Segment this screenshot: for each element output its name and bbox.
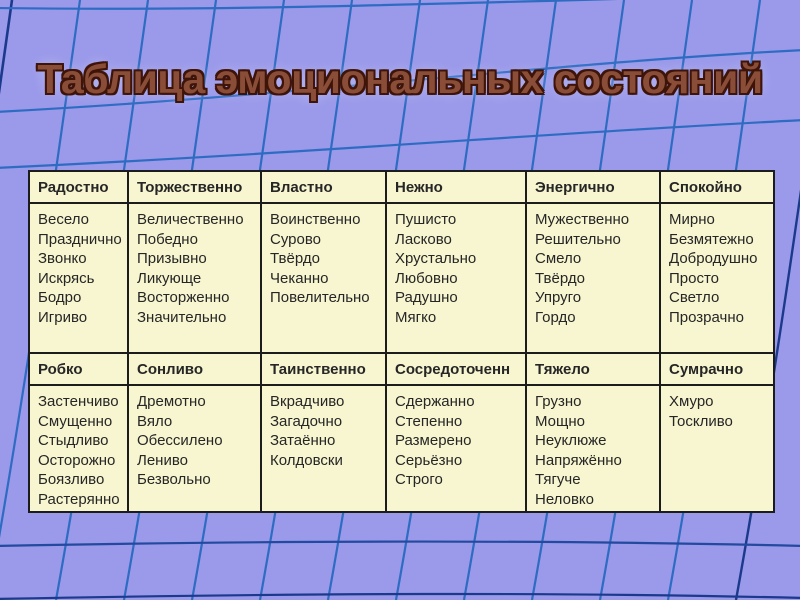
table-header-cell: Сумрачно (659, 352, 775, 386)
table-header-cell: Сосредоточенн (385, 352, 527, 386)
table-cell: Величественно Победно Призывно Ликующе Восто… (127, 202, 262, 354)
table-header-row: Робко Сонливо Таинственно Сосредоточенн Тяже… (28, 352, 775, 386)
table-header-cell: Сонливо (127, 352, 262, 386)
table-row: Весело Празднично Звонко Искрясь Бодро Игриво… (28, 202, 775, 354)
table-header-cell: Радостно (28, 170, 129, 204)
table-cell: Вкрадчиво Загадочно Затаённо Колдовски (260, 384, 387, 513)
table-cell: Мужественно Решительно Смело Твёрдо Упруго Го… (525, 202, 661, 354)
table-header-cell: Робко (28, 352, 129, 386)
table-header-cell: Властно (260, 170, 387, 204)
table-cell: Дремотно Вяло Обессилено Лениво Безвольно (127, 384, 262, 513)
table-cell: Застенчиво Смущенно Стыдливо Осторожно Боязл… (28, 384, 129, 513)
table-row: Застенчиво Смущенно Стыдливо Осторожно Боязл… (28, 384, 775, 513)
table-header-cell: Таинственно (260, 352, 387, 386)
table-header-row: Радостно Торжественно Властно Нежно Энергичн… (28, 170, 775, 204)
table-header-cell: Тяжело (525, 352, 661, 386)
table-cell: Хмуро Тоскливо (659, 384, 775, 513)
table-header-cell: Торжественно (127, 170, 262, 204)
table-header-cell: Спокойно (659, 170, 775, 204)
table-cell: Грузно Мощно Неуклюже Напряжённо Тягуче Нелов… (525, 384, 661, 513)
emotion-table: Радостно Торжественно Властно Нежно Энергичн… (28, 170, 775, 513)
table-cell: Мирно Безмятежно Добродушно Просто Светло Про… (659, 202, 775, 354)
emotion-table-body: Радостно Торжественно Властно Нежно Энергичн… (28, 170, 775, 513)
table-header-cell: Энергично (525, 170, 661, 204)
table-cell: Воинственно Сурово Твёрдо Чеканно Повелитель… (260, 202, 387, 354)
table-cell: Пушисто Ласково Хрустально Любовно Радушно Мя… (385, 202, 527, 354)
page-title: Таблица эмоциональных состояний (37, 56, 763, 102)
table-cell: Сдержанно Степенно Размерено Серьёзно Строго (385, 384, 527, 513)
table-cell: Весело Празднично Звонко Искрясь Бодро Игриво (28, 202, 129, 354)
table-header-cell: Нежно (385, 170, 527, 204)
